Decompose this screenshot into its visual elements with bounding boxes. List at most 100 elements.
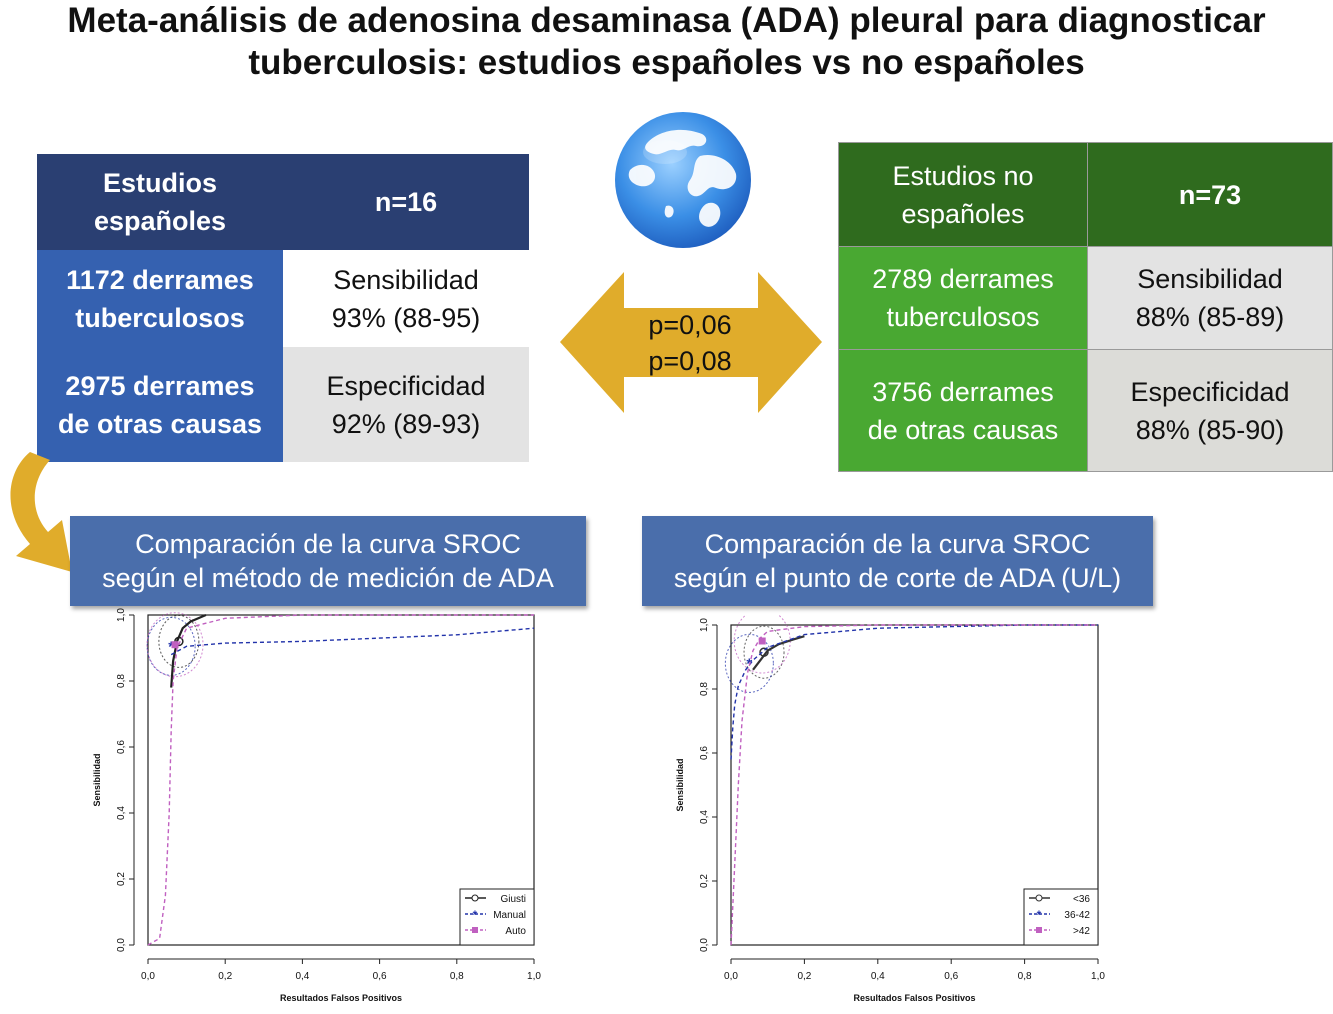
spanish-header-line-1: Estudios [102, 168, 217, 198]
globe-icon [615, 112, 751, 248]
spanish-other-effusions: 2975 derrames de otras causas [37, 347, 283, 462]
right-chart-y-tick-label: 1,0 [699, 618, 710, 632]
right-chart-y-tick-label: 0,8 [699, 682, 710, 696]
right-chart-plot-frame [730, 624, 1099, 946]
non-spanish-tb-line-1: 2789 derrames [872, 264, 1054, 294]
left-chart-summary-point-1: * [168, 638, 174, 655]
right-chart-x-tick-label: 0,8 [1018, 971, 1032, 982]
left-chart-y-tick-label: 0,8 [116, 674, 127, 688]
non-spanish-spec-value: 88% (85-90) [1135, 414, 1285, 445]
spanish-spec-value: 92% (89-93) [331, 408, 481, 439]
left-chart-confidence-region [146, 612, 204, 678]
spanish-sensitivity: Sensibilidad 93% (88-95) [283, 250, 529, 347]
right-chart-summary-point-0 [759, 647, 769, 657]
non-spanish-n: n=73 [1087, 142, 1333, 247]
left-chart-y-tick-label: 0,0 [116, 938, 127, 952]
non-spanish-spec-label: Especificidad [1130, 376, 1290, 407]
right-chart-y-tick-label: 0,6 [699, 746, 710, 760]
right-chart-x-axis-label: Resultados Falsos Positivos [853, 993, 975, 1003]
right-chart-legend-marker-0 [1035, 894, 1043, 902]
spanish-spec-label: Especificidad [326, 370, 486, 401]
spanish-other-line-2: de otras causas [57, 408, 263, 439]
right-chart-series-line-0 [752, 635, 805, 671]
left-chart-summary-point-2 [171, 641, 179, 649]
left-chart-x-tick-label: 0,0 [141, 971, 155, 982]
right-chart-y-tick-label: 0,4 [699, 810, 710, 824]
banner-right-line-1: Comparación de la curva SROC [704, 529, 1091, 559]
left-chart-series-line-1 [170, 627, 535, 656]
sroc-chart-cutoff: 0,0 0,2 0,4 0,6 0,8 1,0 0,0 0,2 0,4 0,6 0,8 1,0 Resu… [675, 615, 1105, 1003]
spanish-studies-table: Estudios españoles n=16 1172 derrames tu… [37, 154, 529, 462]
non-spanish-header-label: Estudios no españoles [838, 142, 1088, 247]
spanish-n: n=16 [283, 154, 529, 250]
left-chart-y-tick-label: 1,0 [116, 608, 127, 622]
right-chart-legend-label-2: >42 [1073, 926, 1090, 937]
right-chart-legend-label-0: <36 [1073, 894, 1090, 905]
right-chart-confidence-region [743, 625, 785, 679]
double-arrow-icon [560, 272, 822, 413]
left-chart-x-tick-label: 0,8 [450, 971, 464, 982]
right-chart-summary-point-2 [758, 637, 766, 645]
non-spanish-tb-line-2: tuberculosos [886, 302, 1040, 332]
spanish-sens-value: 93% (88-95) [331, 302, 481, 333]
right-chart-y-axis-label: Sensibilidad [675, 758, 685, 811]
spanish-other-line-1: 2975 derrames [65, 370, 255, 401]
sroc-chart-method: 0,0 0,2 0,4 0,6 0,8 1,0 0,0 0,2 0,4 0,6 0,8 1,0 Resu… [92, 608, 541, 1003]
spanish-header-label: Estudios españoles [37, 154, 283, 250]
banner-sroc-cutoff: Comparación de la curva SROC según el pu… [642, 516, 1153, 606]
right-chart-legend-label-1: 36-42 [1064, 910, 1090, 921]
right-chart-x-tick-label: 1,0 [1091, 971, 1105, 982]
banner-left-line-2: según el método de medición de ADA [102, 563, 554, 593]
right-chart-series-line-1 [730, 624, 1098, 760]
right-chart-legend-marker-1: * [1037, 908, 1042, 922]
spanish-tb-effusions: 1172 derrames tuberculosos [37, 250, 283, 347]
curved-arrow-icon [10, 452, 72, 572]
left-chart-x-axis-label: Resultados Falsos Positivos [280, 993, 402, 1003]
page-title: Meta-análisis de adenosina desaminasa (A… [0, 0, 1333, 84]
right-chart-x-tick-label: 0,2 [797, 971, 811, 982]
banner-sroc-method: Comparación de la curva SROC según el mé… [70, 516, 586, 606]
left-chart-legend-label-1: Manual [493, 910, 526, 921]
right-chart-x-tick-label: 0,0 [724, 971, 738, 982]
left-chart-x-tick-label: 1,0 [527, 971, 541, 982]
right-chart-confidence-region [724, 633, 774, 693]
non-spanish-tb-effusions: 2789 derrames tuberculosos [838, 246, 1088, 350]
left-chart-y-tick-label: 0,2 [116, 872, 127, 886]
right-chart-x-tick-label: 0,6 [944, 971, 958, 982]
non-spanish-sens-value: 88% (85-89) [1135, 302, 1285, 332]
left-chart-x-tick-label: 0,6 [373, 971, 387, 982]
left-chart-legend-label-2: Auto [505, 926, 526, 937]
left-chart-legend-marker-2 [472, 927, 478, 933]
left-chart-y-tick-label: 0,4 [116, 806, 127, 820]
right-chart-legend-marker-2 [1036, 927, 1042, 933]
right-chart-y-tick-label: 0,2 [699, 874, 710, 888]
spanish-specificity: Especificidad 92% (89-93) [283, 347, 529, 462]
p-value-sensitivity: p=0,06 [648, 310, 732, 340]
left-chart-y-axis-label: Sensibilidad [92, 753, 102, 806]
p-values: p=0,06 p=0,08 [600, 307, 780, 379]
non-spanish-other-line-2: de otras causas [867, 414, 1059, 445]
left-chart-x-tick-label: 0,2 [218, 971, 232, 982]
non-spanish-header-line-2: españoles [901, 198, 1025, 229]
left-chart-series-line-0 [170, 613, 207, 688]
spanish-tb-line-2: tuberculosos [75, 302, 245, 333]
spanish-header-line-2: españoles [93, 206, 227, 236]
non-spanish-header-line-1: Estudios no [892, 160, 1034, 191]
banner-left-line-1: Comparación de la curva SROC [135, 529, 521, 559]
non-spanish-specificity: Especificidad 88% (85-90) [1087, 349, 1333, 472]
non-spanish-sensitivity: Sensibilidad 88% (85-89) [1087, 246, 1333, 350]
right-chart-x-tick-label: 0,4 [871, 971, 885, 982]
title-line-2: tuberculosis: estudios españoles vs no e… [248, 43, 1085, 82]
left-chart-y-tick-label: 0,6 [116, 740, 127, 754]
spanish-tb-line-1: 1172 derrames [66, 264, 254, 295]
non-spanish-other-line-1: 3756 derrames [872, 376, 1054, 407]
left-chart-legend-marker-1: * [473, 908, 478, 922]
left-chart-legend-label-0: Giusti [500, 894, 526, 905]
p-value-specificity: p=0,08 [648, 346, 732, 376]
title-line-1: Meta-análisis de adenosina desaminasa (A… [67, 1, 1266, 40]
left-chart-confidence-region [158, 614, 200, 668]
banner-right-line-2: según el punto de corte de ADA (U/L) [673, 563, 1122, 593]
spanish-sens-label: Sensibilidad [333, 264, 479, 295]
non-spanish-studies-table: Estudios no españoles n=73 2789 derrames… [838, 142, 1333, 472]
non-spanish-sens-label: Sensibilidad [1137, 264, 1283, 294]
